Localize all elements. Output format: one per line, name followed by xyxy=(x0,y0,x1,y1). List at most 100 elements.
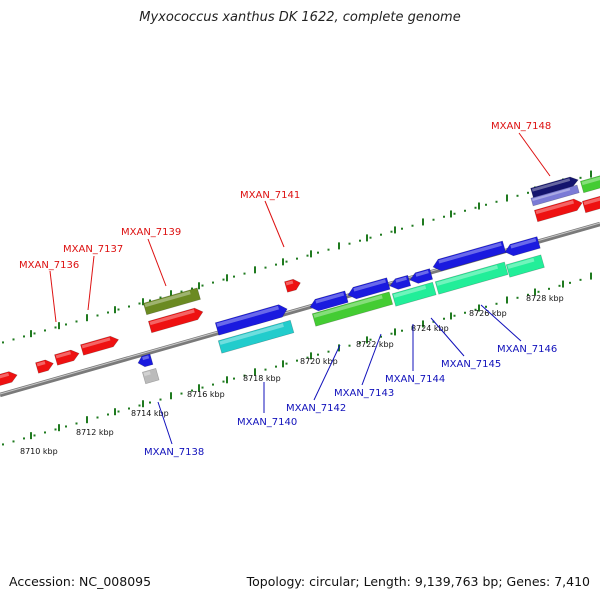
track-dot xyxy=(432,320,435,323)
gene-body xyxy=(80,335,120,356)
gene-label-mxan-7146: MXAN_7146 xyxy=(497,344,557,355)
track-dot xyxy=(75,422,78,425)
gene-body xyxy=(142,287,201,316)
track-dot xyxy=(23,437,25,440)
track-dot xyxy=(317,251,319,254)
track-dot xyxy=(12,440,15,443)
gene-body xyxy=(530,184,580,207)
gene-cyan xyxy=(217,319,295,354)
tick-label: 8714 kbp xyxy=(131,409,169,418)
gene-body xyxy=(35,359,54,374)
gene-highlight xyxy=(149,309,195,326)
gene-label-mxan-7141: MXAN_7141 xyxy=(240,190,300,201)
track-dot xyxy=(23,335,25,338)
tick-label: 8718 kbp xyxy=(243,374,281,383)
track-dot xyxy=(558,284,561,287)
track-dot xyxy=(327,350,330,353)
gene-highlight xyxy=(36,361,46,367)
track-dot xyxy=(464,311,466,314)
track-dot xyxy=(233,275,235,278)
track-dot xyxy=(527,293,529,296)
track-dot xyxy=(243,374,246,377)
gene-highlight xyxy=(510,238,537,249)
gene-highlight xyxy=(142,355,150,361)
gene-green xyxy=(579,174,600,194)
gene-blue xyxy=(347,277,391,300)
gene-highlight xyxy=(415,270,429,277)
track-dot xyxy=(306,254,309,257)
gene-highlight xyxy=(507,258,535,269)
gene-label-mxan-7139: MXAN_7139 xyxy=(121,227,181,238)
gene-body xyxy=(284,278,301,293)
track-dot xyxy=(96,416,99,419)
gene-highlight xyxy=(216,305,280,327)
gene-label-mxan-7145: MXAN_7145 xyxy=(441,359,501,370)
gene-blue xyxy=(409,268,434,284)
track-dot xyxy=(149,299,151,302)
tick-label: 8712 kbp xyxy=(76,428,114,437)
tick-label: 8726 kbp xyxy=(469,309,507,318)
track-dot xyxy=(264,266,267,269)
track-dot xyxy=(275,365,277,368)
track-dot xyxy=(569,281,571,284)
track-dot xyxy=(222,380,225,383)
track-dot xyxy=(201,284,204,287)
track-dot xyxy=(117,410,120,413)
track-dot xyxy=(348,344,351,347)
gene-label-mxan-7148: MXAN_7148 xyxy=(491,121,551,132)
gene-body xyxy=(147,307,204,334)
gene-label-mxan-7140: MXAN_7140 xyxy=(237,417,297,428)
track-dot xyxy=(401,329,403,332)
track-dot xyxy=(453,314,456,317)
gene-lavender xyxy=(530,184,580,207)
gene-highlight xyxy=(581,176,600,186)
leader-line xyxy=(313,344,341,401)
gene-body xyxy=(217,319,295,354)
tick-label: 8716 kbp xyxy=(187,390,225,399)
gene-body xyxy=(54,349,80,366)
track-dot xyxy=(222,278,225,281)
track-dot xyxy=(495,200,498,203)
gene-body xyxy=(214,304,288,336)
gene-spring xyxy=(391,281,437,307)
track-dot xyxy=(485,203,487,206)
track-dot xyxy=(432,218,435,221)
gene-features xyxy=(0,174,600,387)
track-dot xyxy=(44,329,46,332)
gene-highlight xyxy=(143,371,151,377)
gene-body xyxy=(504,236,541,257)
track-dot xyxy=(2,443,4,446)
track-dot xyxy=(306,356,309,359)
tick-label: 8722 kbp xyxy=(356,340,394,349)
gene-body xyxy=(581,194,600,214)
leader-line xyxy=(49,270,57,323)
track-dot xyxy=(54,326,57,329)
gene-highlight xyxy=(395,276,407,283)
gene-body xyxy=(0,371,18,387)
leader-line xyxy=(480,304,522,342)
track-dot xyxy=(75,320,78,323)
gene-red xyxy=(533,198,583,223)
gene-red xyxy=(54,349,80,366)
gene-spring xyxy=(505,254,545,278)
gene-label-mxan-7144: MXAN_7144 xyxy=(385,374,445,385)
track-dot xyxy=(359,239,361,242)
gene-blue xyxy=(137,353,154,368)
track-dot xyxy=(128,305,130,308)
gene-highlight xyxy=(353,279,387,292)
track-dot xyxy=(233,377,235,380)
leader-line xyxy=(264,200,285,248)
gene-blue xyxy=(504,236,541,257)
track-dot xyxy=(369,236,372,239)
accession-text: Accession: NC_008095 xyxy=(9,574,152,589)
track-dot xyxy=(117,308,120,311)
track-dot xyxy=(212,383,214,386)
track-dot xyxy=(464,209,466,212)
leader-line xyxy=(147,238,167,287)
gene-label-mxan-7137: MXAN_7137 xyxy=(63,244,123,255)
gene-highlight xyxy=(535,200,575,215)
track-dot xyxy=(548,287,550,290)
gene-highlight xyxy=(531,178,571,192)
track-dot xyxy=(527,191,529,194)
track-dot xyxy=(180,392,183,395)
